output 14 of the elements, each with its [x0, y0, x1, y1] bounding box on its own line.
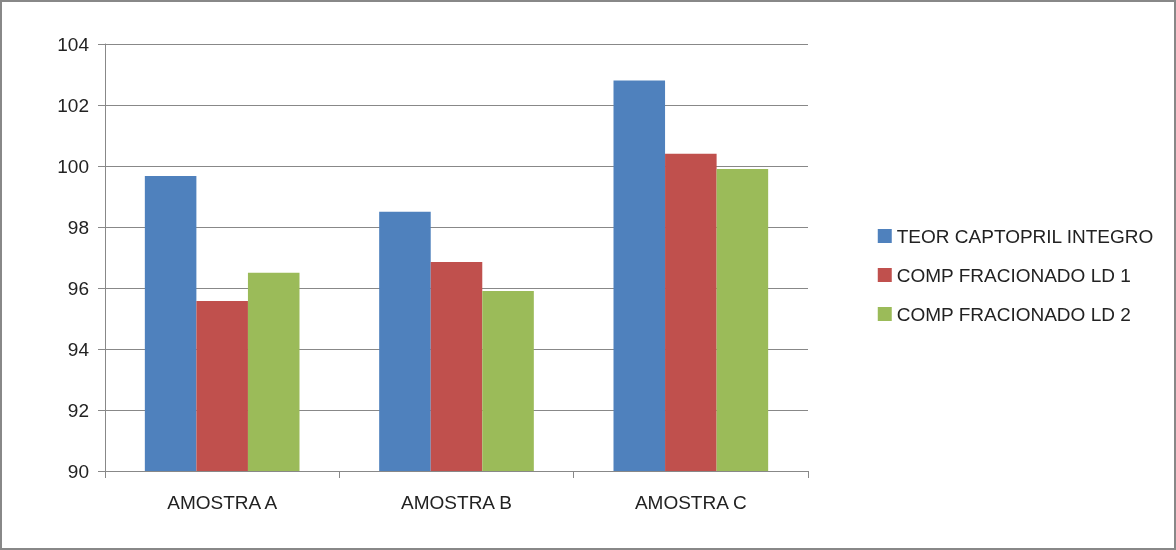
x-tick-label: AMOSTRA B	[401, 492, 512, 513]
y-tick-label: 100	[57, 155, 89, 177]
y-tick-label: 92	[67, 399, 89, 421]
x-tick-label: AMOSTRA A	[167, 492, 278, 513]
legend-label: TEOR CAPTOPRIL INTEGRO	[896, 225, 1154, 247]
y-tick-label: 96	[67, 277, 89, 299]
x-tick-label: AMOSTRA C	[634, 492, 747, 513]
y-tick-label: 90	[67, 460, 89, 482]
y-tick-label: 104	[57, 33, 90, 55]
y-tick-label: 102	[57, 94, 89, 116]
y-tick-label: 94	[67, 338, 90, 360]
legend-label: COMP FRACIONADO LD 1	[896, 264, 1131, 286]
legend-label: COMP FRACIONADO LD 2	[896, 303, 1131, 325]
y-tick-label: 98	[67, 216, 89, 238]
